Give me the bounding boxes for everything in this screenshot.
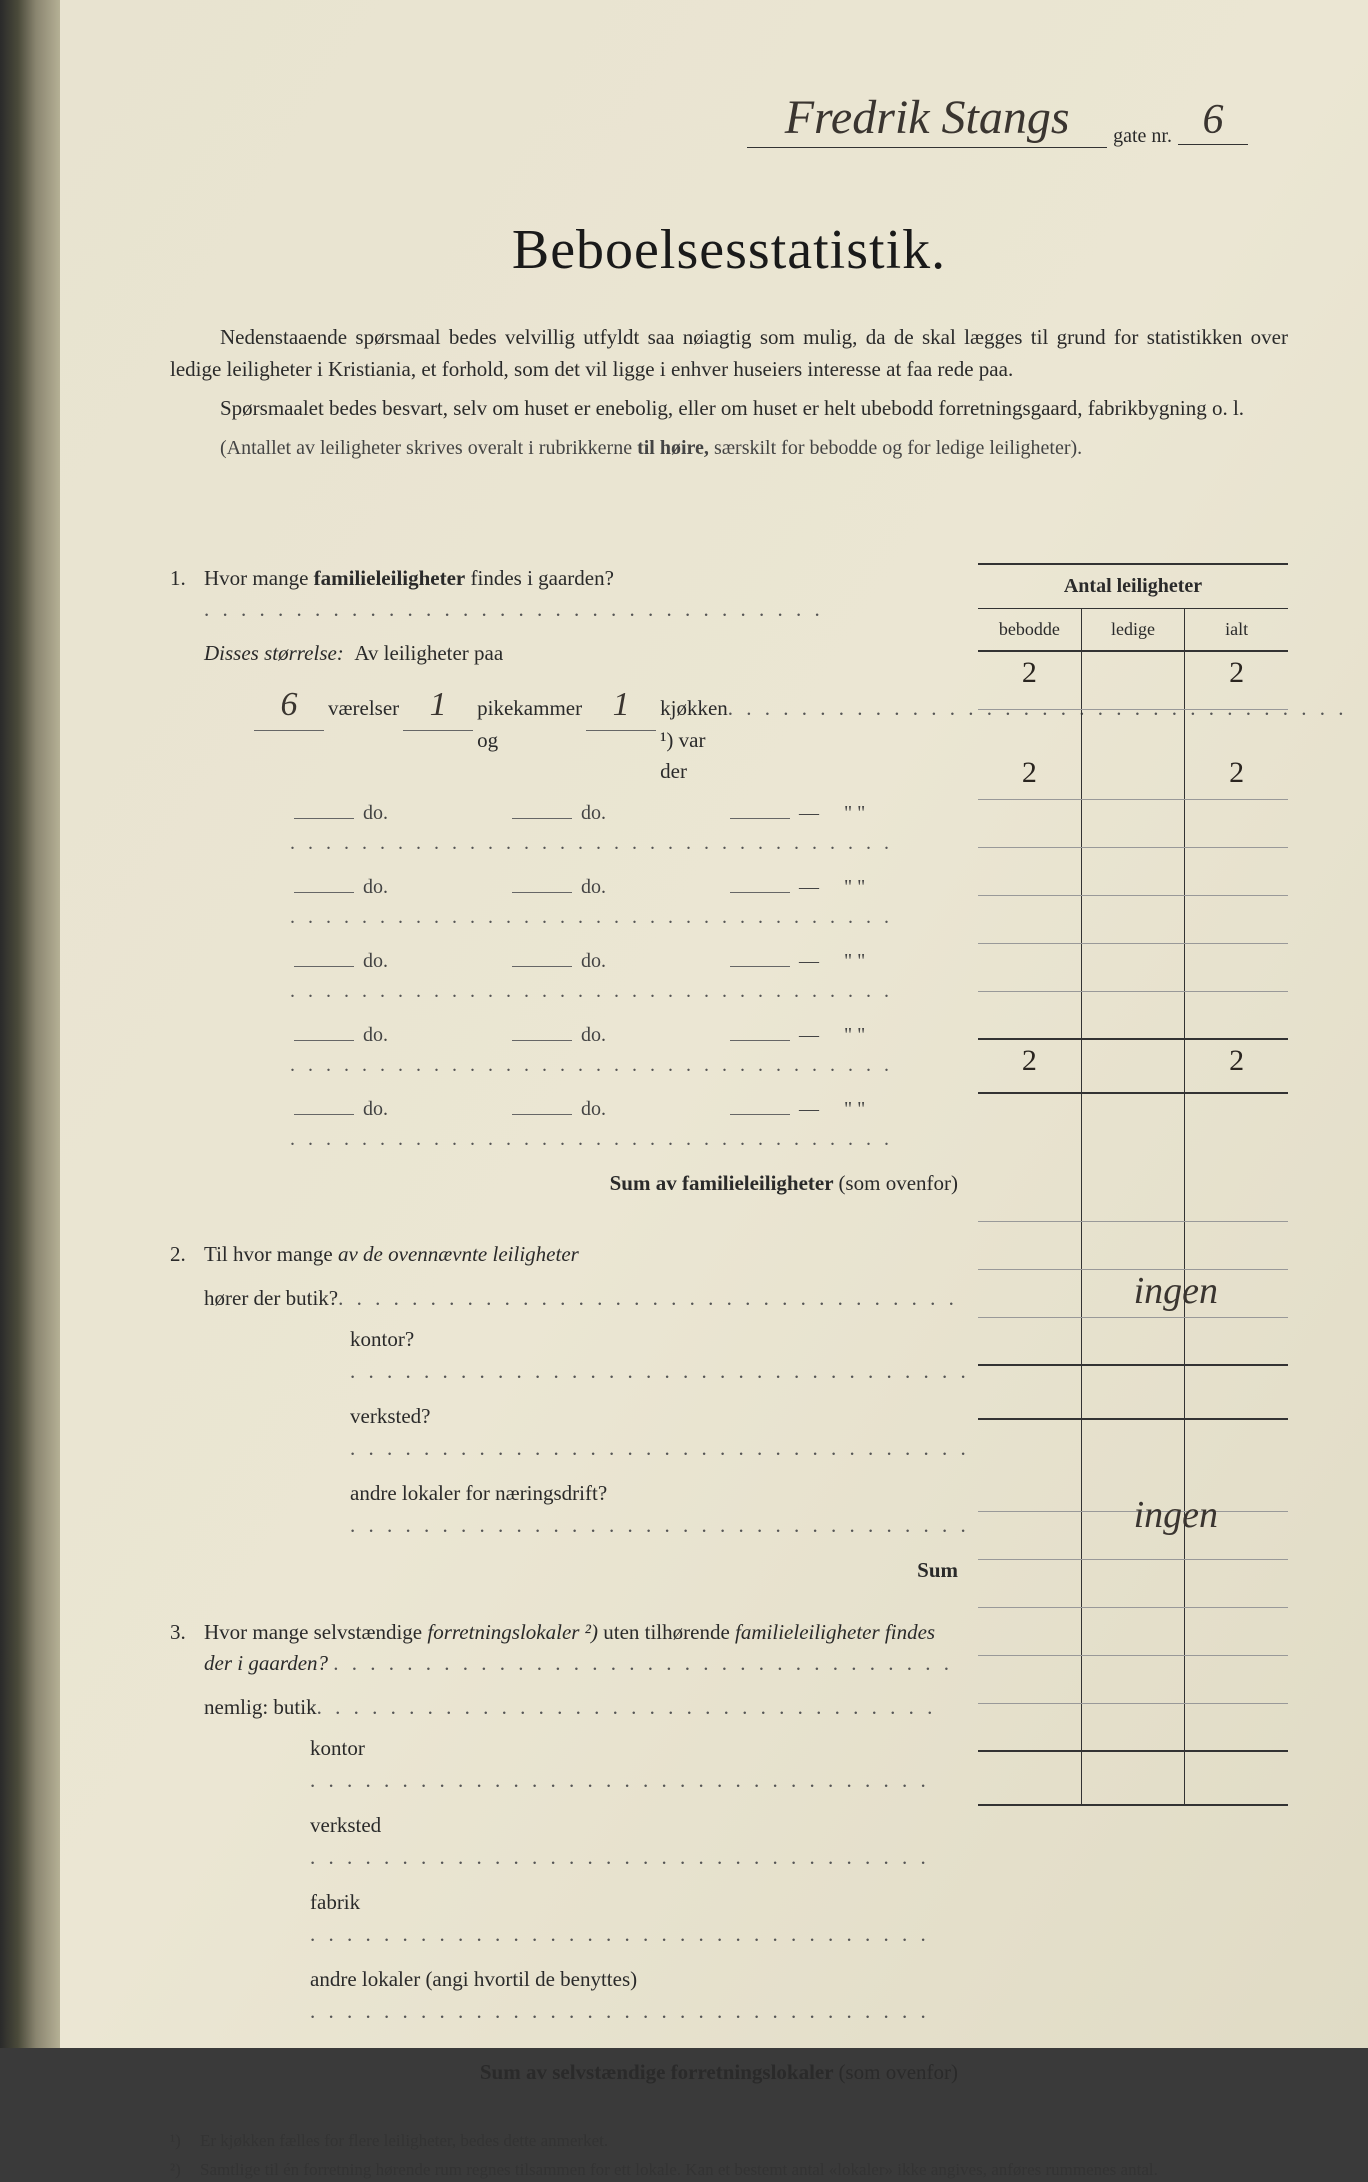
footnotes: ¹) Er kjøkken fælles for flere leilighet… bbox=[170, 2129, 1288, 2182]
col-ialt: ialt bbox=[1184, 609, 1288, 650]
col-ledige: ledige bbox=[1081, 609, 1185, 650]
cell-bebodde: 2 bbox=[978, 652, 1081, 709]
col-bebodde: bebodde bbox=[978, 609, 1081, 650]
page-container: Fredrik Stangs gate nr. 6 Beboelsesstati… bbox=[0, 0, 1368, 2048]
table-row bbox=[978, 944, 1288, 992]
table-row bbox=[978, 848, 1288, 896]
q1-number: 1. bbox=[170, 563, 204, 595]
cell-bebodde: 2 bbox=[978, 1040, 1081, 1092]
document-title: Beboelsesstatistik. bbox=[170, 218, 1288, 282]
table-row bbox=[978, 896, 1288, 944]
table-row bbox=[978, 800, 1288, 848]
document-page: Fredrik Stangs gate nr. 6 Beboelsesstati… bbox=[60, 0, 1368, 2048]
count-table: Antal leiligheter bebodde ledige ialt 2 … bbox=[978, 563, 1288, 1806]
street-name-handwritten: Fredrik Stangs bbox=[747, 90, 1107, 148]
table-row bbox=[978, 1704, 1288, 1752]
footnote-1-marker: ¹) bbox=[170, 2129, 200, 2153]
left-page-fragment bbox=[0, 0, 60, 2048]
table-row-sum: 2 2 bbox=[978, 1040, 1288, 1094]
intro-paragraph-2: Spørsmaalet bedes besvart, selv om huset… bbox=[170, 393, 1288, 425]
intro-paragraph-1: Nedenstaaende spørsmaal bedes velvillig … bbox=[170, 322, 1288, 385]
q3-number: 3. bbox=[170, 1617, 204, 1649]
table-row bbox=[978, 1094, 1288, 1174]
table-row: 2 2 bbox=[978, 652, 1288, 710]
cell-bebodde: 2 bbox=[978, 752, 1081, 799]
table-row-sum bbox=[978, 1752, 1288, 1806]
table-row bbox=[978, 1420, 1288, 1464]
table-row bbox=[978, 1174, 1288, 1222]
table-row bbox=[978, 710, 1288, 752]
q2-number: 2. bbox=[170, 1239, 204, 1271]
table-row bbox=[978, 1608, 1288, 1656]
table-row-sum bbox=[978, 1366, 1288, 1420]
table-row bbox=[978, 1222, 1288, 1270]
table-header-title: Antal leiligheter bbox=[978, 565, 1288, 609]
cell-ialt: 2 bbox=[1184, 652, 1288, 709]
table-row bbox=[978, 1318, 1288, 1366]
footnote-2-text: Samtlige til én forretning hørende rum r… bbox=[200, 2158, 1158, 2182]
gate-number-handwritten: 6 bbox=[1178, 96, 1248, 145]
footnote-2-marker: ²) bbox=[170, 2158, 200, 2182]
cell-ledige bbox=[1081, 1040, 1185, 1092]
header-line: Fredrik Stangs gate nr. 6 bbox=[170, 90, 1248, 148]
cell-ialt: 2 bbox=[1184, 1040, 1288, 1092]
intro-paragraph-3: (Antallet av leiligheter skrives overalt… bbox=[170, 433, 1288, 463]
gate-label: gate nr. bbox=[1113, 125, 1172, 147]
table-row: 2 2 bbox=[978, 752, 1288, 800]
table-row bbox=[978, 992, 1288, 1040]
table-header-columns: bebodde ledige ialt bbox=[978, 609, 1288, 652]
cell-ledige bbox=[1081, 652, 1185, 709]
footnote-1-text: Er kjøkken fælles for flere leiligheter,… bbox=[200, 2129, 608, 2153]
table-row bbox=[978, 1560, 1288, 1608]
cell-ledige bbox=[1081, 752, 1185, 799]
table-row bbox=[978, 1656, 1288, 1704]
answer-q3-handwritten: ingen bbox=[1134, 1493, 1218, 1537]
content-area: Antal leiligheter bebodde ledige ialt 2 … bbox=[170, 563, 1288, 2089]
cell-ialt: 2 bbox=[1184, 752, 1288, 799]
answer-q2-handwritten: ingen bbox=[1134, 1269, 1218, 1313]
